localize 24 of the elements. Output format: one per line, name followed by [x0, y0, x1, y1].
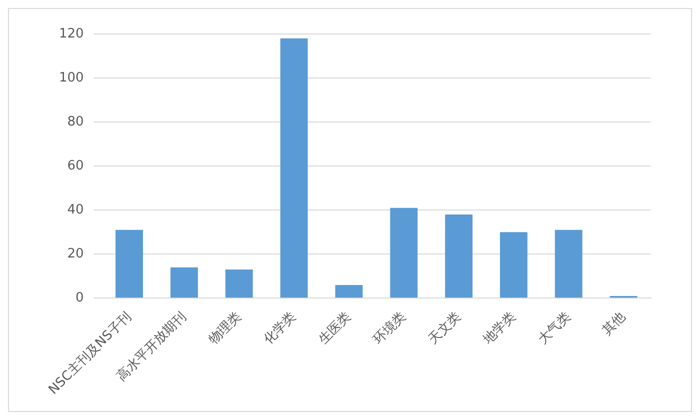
y-tick-label: 0: [76, 290, 84, 306]
bar: [445, 214, 473, 298]
y-tick-label: 40: [67, 202, 84, 218]
x-tick-label: 地学类: [480, 309, 519, 348]
y-tick-label: 80: [67, 114, 84, 130]
x-tick-label: 化学类: [261, 309, 300, 348]
bar: [554, 230, 582, 298]
y-tick-label: 60: [67, 158, 84, 174]
bar: [335, 284, 363, 298]
bar: [225, 270, 253, 298]
y-tick-label: 20: [67, 246, 84, 262]
bar: [390, 208, 418, 298]
bar: [280, 38, 308, 298]
bar: [116, 230, 143, 298]
x-tick-label: 天文类: [426, 309, 464, 348]
y-tick-label: 120: [58, 26, 84, 42]
bar: [170, 267, 198, 298]
x-tick-label: 环境类: [370, 308, 410, 348]
y-tick-label: 100: [58, 70, 84, 86]
x-tick-label: 物理类: [206, 309, 244, 348]
x-tick-label: 生医类: [316, 309, 354, 348]
bar: [500, 232, 528, 298]
x-tick-label: 其他: [600, 309, 629, 338]
x-tick-label: 大气类: [536, 309, 574, 348]
